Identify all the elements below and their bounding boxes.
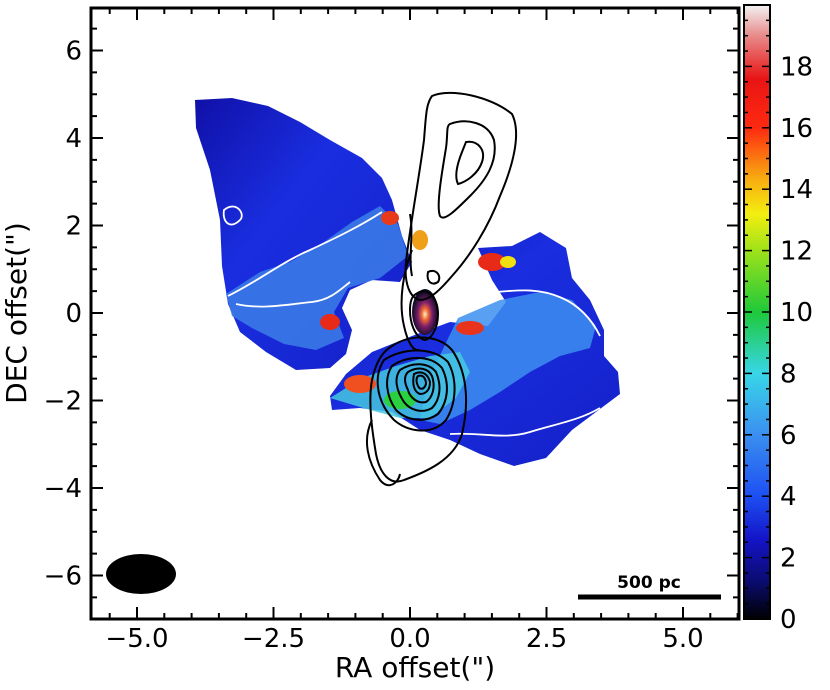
- y-axis: 6 4 2 0 −2 −4 −6: [44, 27, 739, 599]
- white-contour-1: [222, 205, 243, 226]
- colorbar-tick-label: 0: [780, 605, 797, 635]
- beam-ellipse: [106, 554, 176, 594]
- map-zone-light-left: [226, 206, 408, 350]
- black-contour-core-north: [455, 140, 484, 186]
- white-contour-2: [227, 211, 383, 297]
- y-tick-label: 6: [65, 37, 82, 67]
- x-tick-label: −5.0: [105, 624, 168, 654]
- white-contour-5: [449, 407, 601, 437]
- black-contour-small: [426, 270, 441, 285]
- colorbar-tick-label: 10: [780, 298, 813, 328]
- black-contour-tail: [400, 249, 421, 352]
- y-tick-label: 0: [65, 299, 82, 329]
- colorbar-tick-label: 2: [780, 544, 797, 574]
- black-contour-s2: [386, 357, 448, 421]
- black-contours: [365, 91, 518, 487]
- velocity-dispersion-map: [195, 98, 620, 466]
- black-contour-inner-north: [437, 120, 496, 219]
- colorbar-tick-label: 4: [780, 482, 797, 512]
- colorbar-tick-label: 6: [780, 421, 797, 451]
- x-tick-label: 5.0: [662, 624, 703, 654]
- hotspot-7: [456, 321, 484, 335]
- black-contour-tail-2: [409, 213, 413, 277]
- map-zone-cyan: [330, 352, 470, 418]
- x-tick-label: −2.5: [242, 624, 305, 654]
- black-contour-s5: [412, 371, 432, 396]
- black-contour-s4: [404, 367, 435, 404]
- colorbar-tick-label: 14: [780, 175, 813, 205]
- hotspot-8: [500, 256, 516, 268]
- black-contour-s3: [395, 363, 441, 412]
- hotspot-1: [320, 314, 340, 330]
- black-contour-outer-north: [404, 91, 518, 302]
- colorbar-axis: 0 2 4 6 8 10 12 14 16 18: [744, 4, 813, 635]
- colorbar-tick-label: 16: [780, 114, 813, 144]
- y-tick-label: −4: [44, 474, 82, 504]
- colorbar-tick-label: 12: [780, 237, 813, 267]
- black-contour-s6: [415, 374, 428, 390]
- nucleus-core: [412, 289, 438, 335]
- y-axis-label: DEC offset("): [0, 222, 33, 404]
- x-axis-label: RA offset("): [335, 651, 495, 684]
- hotspot-2: [381, 211, 399, 225]
- y-tick-label: 4: [65, 124, 82, 154]
- x-tick-label: 2.5: [526, 624, 567, 654]
- colorbar-tick-label: 8: [780, 359, 797, 389]
- hotspot-3: [412, 230, 428, 250]
- black-contour-outer-south: [369, 336, 468, 483]
- y-tick-label: −6: [44, 562, 82, 592]
- scale-bar-label: 500 pc: [617, 573, 681, 593]
- y-tick-label: −2: [44, 387, 82, 417]
- y-tick-label: 2: [65, 212, 82, 242]
- x-tick-label: 0.0: [389, 624, 430, 654]
- hotspot-5: [344, 375, 376, 393]
- colorbar-tick-label: 18: [780, 52, 813, 82]
- black-contour-nucleus: [408, 290, 440, 342]
- white-contour-3: [235, 281, 351, 308]
- white-contour-4: [495, 289, 601, 337]
- hotspot-4: [478, 253, 506, 271]
- black-contour-sw: [365, 419, 401, 487]
- x-axis: −5.0 −2.5 0.0 2.5 5.0: [105, 8, 739, 654]
- black-contour-s1: [376, 349, 456, 432]
